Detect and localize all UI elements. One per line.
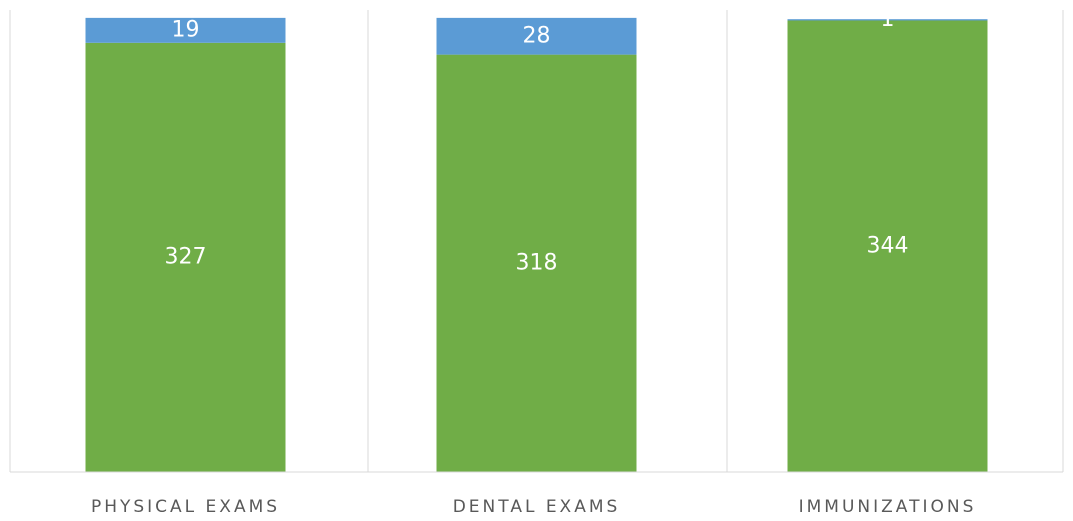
- data-label: 28: [523, 23, 551, 48]
- x-tick-label: DENTAL EXAMS: [453, 497, 621, 517]
- x-tick-label: PHYSICAL EXAMS: [91, 497, 280, 517]
- data-label: 318: [516, 250, 558, 275]
- bars: 327 19 318 28 344 1: [85, 7, 988, 472]
- bar-segment: [85, 42, 286, 472]
- data-label: 19: [172, 17, 200, 42]
- data-label: 344: [867, 233, 909, 258]
- bar-segment: [436, 17, 637, 55]
- bar-segment: [436, 54, 637, 472]
- x-tick-label: IMMUNIZATIONS: [799, 497, 977, 517]
- data-label: 1: [881, 7, 895, 32]
- bar-segment: [787, 20, 988, 472]
- bar-segment: [787, 19, 988, 21]
- bar-segment: [85, 17, 286, 43]
- data-label: 327: [165, 244, 207, 269]
